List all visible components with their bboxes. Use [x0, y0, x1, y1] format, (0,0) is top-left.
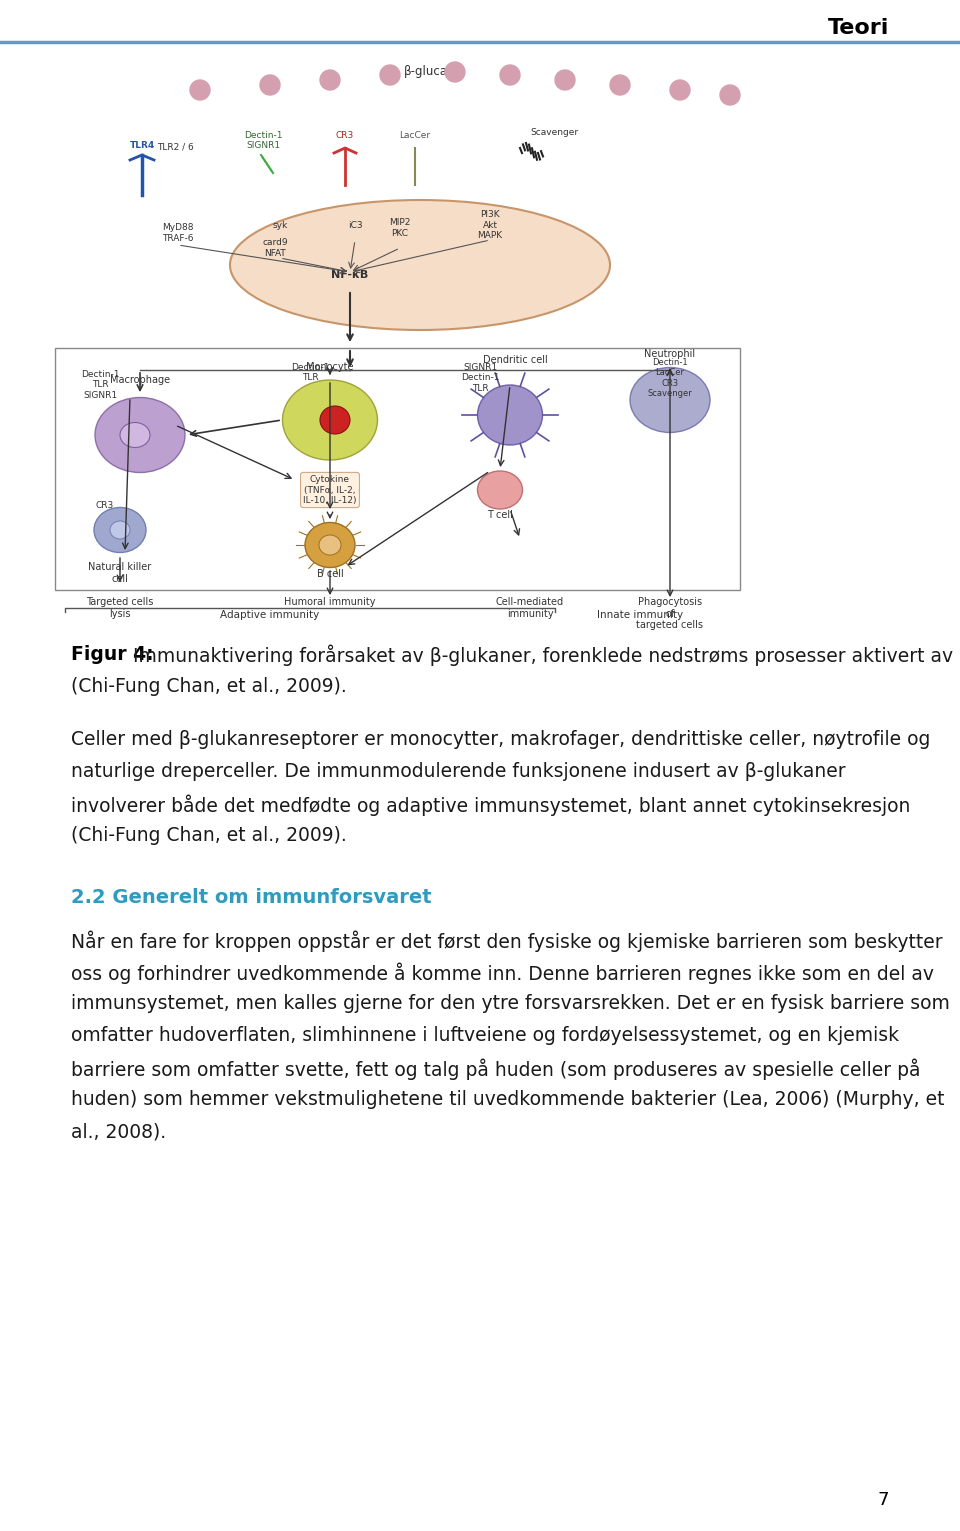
- Text: iC3: iC3: [348, 220, 362, 230]
- Text: card9
NFAT: card9 NFAT: [262, 239, 288, 257]
- Ellipse shape: [282, 380, 377, 459]
- Text: LacCer: LacCer: [399, 132, 431, 139]
- Text: oss og forhindrer uvedkommende å komme inn. Denne barrieren regnes ikke som en d: oss og forhindrer uvedkommende å komme i…: [71, 961, 934, 983]
- Text: TLR2 / 6: TLR2 / 6: [156, 142, 193, 152]
- Text: naturlige dreperceller. De immunmodulerende funksjonene indusert av β-glukaner: naturlige dreperceller. De immunmodulere…: [71, 762, 846, 781]
- Text: Immunaktivering forårsaket av β-glukaner, forenklede nedstrøms prosesser aktiver: Immunaktivering forårsaket av β-glukaner…: [133, 645, 960, 666]
- Text: β-glucan: β-glucan: [404, 64, 456, 78]
- Text: CR3: CR3: [96, 501, 114, 510]
- Ellipse shape: [94, 507, 146, 553]
- Text: MIP2
PKC: MIP2 PKC: [390, 219, 411, 237]
- Text: NF-κB: NF-κB: [331, 269, 369, 280]
- Circle shape: [555, 70, 575, 90]
- Text: barriere som omfatter svette, fett og talg på huden (som produseres av spesielle: barriere som omfatter svette, fett og ta…: [71, 1058, 921, 1079]
- Text: al., 2008).: al., 2008).: [71, 1122, 166, 1141]
- Text: SIGNR1
Dectin-1
TLR: SIGNR1 Dectin-1 TLR: [461, 363, 499, 393]
- Text: Dendritic cell: Dendritic cell: [483, 355, 547, 364]
- Text: Dectin-1
TLR
SIGNR1: Dectin-1 TLR SIGNR1: [81, 371, 119, 400]
- Text: huden) som hemmer vekstmulighetene til uvedkommende bakterier (Lea, 2006) (Murph: huden) som hemmer vekstmulighetene til u…: [71, 1090, 945, 1108]
- Text: Phagocytosis
of
targeted cells: Phagocytosis of targeted cells: [636, 597, 704, 631]
- Text: (Chi-Fung Chan, et al., 2009).: (Chi-Fung Chan, et al., 2009).: [71, 677, 347, 697]
- Ellipse shape: [477, 384, 542, 446]
- Ellipse shape: [305, 522, 355, 568]
- Text: Dectin-1
TLR: Dectin-1 TLR: [291, 363, 329, 383]
- Text: 7: 7: [877, 1491, 889, 1510]
- Ellipse shape: [630, 367, 710, 432]
- Ellipse shape: [477, 472, 522, 508]
- Text: Humoral immunity: Humoral immunity: [284, 597, 375, 606]
- Text: Dectin-1
LacCer
CR3
Scavenger: Dectin-1 LacCer CR3 Scavenger: [648, 358, 692, 398]
- Text: B cell: B cell: [317, 570, 344, 579]
- Text: PI3K
Akt
MAPK: PI3K Akt MAPK: [477, 210, 503, 240]
- Text: Cell-mediated
immunity: Cell-mediated immunity: [496, 597, 564, 619]
- Circle shape: [500, 64, 520, 86]
- Circle shape: [670, 80, 690, 100]
- Circle shape: [720, 86, 740, 106]
- Text: (Chi-Fung Chan, et al., 2009).: (Chi-Fung Chan, et al., 2009).: [71, 827, 347, 845]
- Text: Adaptive immunity: Adaptive immunity: [221, 609, 320, 620]
- Text: involverer både det medfødte og adaptive immunsystemet, blant annet cytokinsekre: involverer både det medfødte og adaptive…: [71, 795, 910, 816]
- Circle shape: [610, 75, 630, 95]
- Text: Cytokine
(TNFα, IL-2,
IL-10, IL-12): Cytokine (TNFα, IL-2, IL-10, IL-12): [303, 475, 357, 505]
- Ellipse shape: [95, 398, 185, 473]
- Circle shape: [190, 80, 210, 100]
- Text: Neutrophil: Neutrophil: [644, 349, 696, 358]
- Ellipse shape: [230, 201, 610, 331]
- Bar: [55, 348, 740, 589]
- Text: TLR4: TLR4: [130, 141, 155, 150]
- Text: Celler med β-glukanreseptorer er monocytter, makrofager, dendrittiske celler, nø: Celler med β-glukanreseptorer er monocyt…: [71, 730, 930, 749]
- Text: Targeted cells
lysis: Targeted cells lysis: [86, 597, 154, 619]
- Text: Teori: Teori: [828, 18, 889, 38]
- Ellipse shape: [320, 406, 350, 433]
- Circle shape: [380, 64, 400, 86]
- Text: Når en fare for kroppen oppstår er det først den fysiske og kjemiske barrieren s: Når en fare for kroppen oppstår er det f…: [71, 929, 943, 951]
- Text: Natural killer
cell: Natural killer cell: [88, 562, 152, 583]
- Text: omfatter hudoverflaten, slimhinnene i luftveiene og fordøyelsessystemet, og en k: omfatter hudoverflaten, slimhinnene i lu…: [71, 1026, 900, 1046]
- Text: SIGNR1: SIGNR1: [246, 141, 280, 150]
- Text: Dectin-1: Dectin-1: [244, 132, 282, 139]
- Text: syk: syk: [273, 220, 288, 230]
- Text: Scavenger: Scavenger: [530, 129, 578, 136]
- Text: MyD88
TRAF-6: MyD88 TRAF-6: [162, 224, 194, 243]
- Text: Monocyte: Monocyte: [306, 361, 353, 372]
- Text: Figur 4:: Figur 4:: [71, 645, 154, 664]
- Circle shape: [320, 70, 340, 90]
- Text: immunsystemet, men kalles gjerne for den ytre forsvarsrekken. Det er en fysisk b: immunsystemet, men kalles gjerne for den…: [71, 994, 949, 1014]
- Circle shape: [445, 61, 465, 83]
- Text: CR3: CR3: [336, 132, 354, 139]
- Circle shape: [260, 75, 280, 95]
- Ellipse shape: [110, 521, 130, 539]
- Ellipse shape: [319, 534, 341, 556]
- Ellipse shape: [120, 423, 150, 447]
- Text: T cell: T cell: [487, 510, 513, 521]
- Text: Macrophage: Macrophage: [110, 375, 170, 384]
- Text: Innate immunity: Innate immunity: [597, 609, 684, 620]
- Text: 2.2 Generelt om immunforsvaret: 2.2 Generelt om immunforsvaret: [71, 888, 432, 906]
